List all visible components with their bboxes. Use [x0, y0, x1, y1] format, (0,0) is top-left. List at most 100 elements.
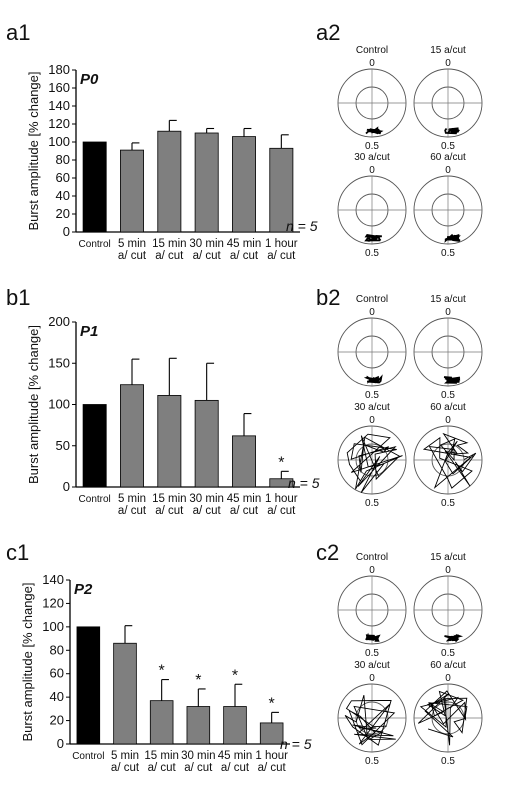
x-tick-label: 5 min: [111, 750, 139, 762]
x-tick-label: 5 min: [118, 238, 146, 250]
polar-plot-c2-0: Control 0 0.5: [337, 552, 407, 659]
polar-bottom-label: 0.5: [365, 390, 379, 401]
y-tick-label: 140: [48, 98, 70, 113]
polar-trace: [363, 374, 383, 384]
x-tick-label: a/ cut: [155, 505, 184, 517]
x-tick-label: a/ cut: [230, 505, 259, 517]
polar-top-label: 0: [445, 673, 451, 684]
polar-top-label: 0: [445, 165, 451, 176]
polar-title: 60 a/cut: [430, 660, 466, 671]
x-tick-label: 15 min: [152, 238, 187, 250]
x-tick-label: 1 hour: [255, 750, 288, 762]
polar-top-label: 0: [445, 415, 451, 426]
x-tick-label: Control: [72, 751, 104, 762]
y-tick-label: 60: [50, 666, 64, 681]
y-axis-label: Burst amplitude [% change]: [26, 72, 41, 231]
n-label: n = 5: [286, 218, 318, 234]
y-tick-label: 100: [48, 134, 70, 149]
significance-star: *: [195, 672, 201, 689]
significance-star: *: [232, 667, 238, 684]
polar-trace: [344, 694, 396, 746]
polar-top-label: 0: [445, 307, 451, 318]
y-tick-label: 150: [48, 355, 70, 370]
significance-star: *: [159, 663, 165, 680]
polar-title: 15 a/cut: [430, 45, 466, 56]
y-tick-label: 100: [48, 397, 70, 412]
x-tick-label: Control: [79, 494, 111, 505]
polar-trace: [417, 690, 468, 746]
polar-plot-c2-1: 15 a/cut 0 0.5: [413, 552, 483, 659]
x-tick-label: a/ cut: [111, 762, 140, 774]
bar: [149, 700, 174, 745]
polar-top-label: 0: [369, 415, 375, 426]
polar-plot-a2-0: Control 0 0.5: [337, 45, 407, 152]
bar: [157, 395, 182, 488]
y-tick-label: 0: [63, 479, 70, 494]
panel-label-b1: b1: [6, 285, 31, 310]
x-tick-label: 30 min: [189, 238, 224, 250]
polar-bottom-label: 0.5: [441, 648, 455, 659]
polar-top-label: 0: [445, 58, 451, 69]
panel-label-b2: b2: [316, 285, 341, 310]
y-tick-label: 140: [42, 572, 64, 587]
x-tick-label: a/ cut: [193, 505, 222, 517]
polar-trace: [444, 634, 464, 643]
bar: [157, 130, 182, 233]
polar-trace: [364, 234, 382, 242]
x-tick-label: 5 min: [118, 493, 146, 505]
bar: [113, 642, 137, 745]
bar-chart-c1: 0 20 40 60 80 100 120 140 Burst amplitude [% cha…: [20, 572, 312, 774]
y-tick-label: 40: [56, 188, 70, 203]
polar-bottom-label: 0.5: [365, 648, 379, 659]
polar-title: 60 a/cut: [430, 152, 466, 163]
bar: [232, 136, 256, 233]
polar-plot-a2-3: 60 a/cut 0 0.5: [413, 152, 483, 259]
y-tick-label: 20: [56, 206, 70, 221]
polar-trace: [365, 632, 381, 642]
x-tick-label: a/ cut: [118, 505, 147, 517]
polar-bottom-label: 0.5: [365, 498, 379, 509]
y-tick-label: 80: [50, 642, 64, 657]
polar-bottom-label: 0.5: [365, 248, 379, 259]
polar-bottom-label: 0.5: [441, 141, 455, 152]
bar-chart-a1: 0 20 40 60 80 100 120 140 160 180 Burst amplitude …: [26, 62, 318, 262]
polar-title: 60 a/cut: [430, 402, 466, 413]
y-tick-label: 120: [48, 116, 70, 131]
polar-plot-a2-1: 15 a/cut 0 0.5: [413, 45, 483, 152]
bar: [76, 626, 101, 745]
x-tick-label: 45 min: [218, 750, 253, 762]
polar-trace: [443, 376, 461, 384]
polar-bottom-label: 0.5: [441, 756, 455, 767]
bar: [82, 141, 107, 233]
polar-plot-b2-0: Control 0 0.5: [337, 294, 407, 401]
chart-title: P2: [74, 581, 93, 598]
y-tick-label: 50: [56, 438, 70, 453]
polar-plot-b2-2: 30 a/cut 0 0.5: [337, 402, 407, 509]
polar-bottom-label: 0.5: [441, 390, 455, 401]
polar-plot-a2-2: 30 a/cut 0 0.5: [337, 152, 407, 259]
x-tick-label: a/ cut: [267, 250, 296, 262]
polar-trace: [444, 127, 460, 135]
x-tick-label: 1 hour: [265, 493, 298, 505]
x-tick-label: 45 min: [227, 493, 262, 505]
bar: [194, 399, 219, 488]
x-tick-label: 1 hour: [265, 238, 298, 250]
x-tick-label: 15 min: [144, 750, 179, 762]
panel-label-a1: a1: [6, 20, 31, 45]
chart-title: P1: [80, 323, 98, 340]
polar-bottom-label: 0.5: [441, 248, 455, 259]
polar-plot-b2-3: 60 a/cut 0 0.5: [413, 402, 483, 509]
bar: [232, 435, 256, 488]
n-label: n = 5: [288, 475, 320, 491]
x-tick-label: a/ cut: [155, 250, 184, 262]
x-tick-label: 45 min: [227, 238, 262, 250]
x-tick-label: 15 min: [152, 493, 187, 505]
y-tick-label: 60: [56, 170, 70, 185]
polar-bottom-label: 0.5: [365, 141, 379, 152]
x-tick-label: a/ cut: [230, 250, 259, 262]
polar-top-label: 0: [445, 565, 451, 576]
polar-top-label: 0: [369, 165, 375, 176]
y-tick-label: 160: [48, 80, 70, 95]
y-tick-label: 20: [50, 713, 64, 728]
